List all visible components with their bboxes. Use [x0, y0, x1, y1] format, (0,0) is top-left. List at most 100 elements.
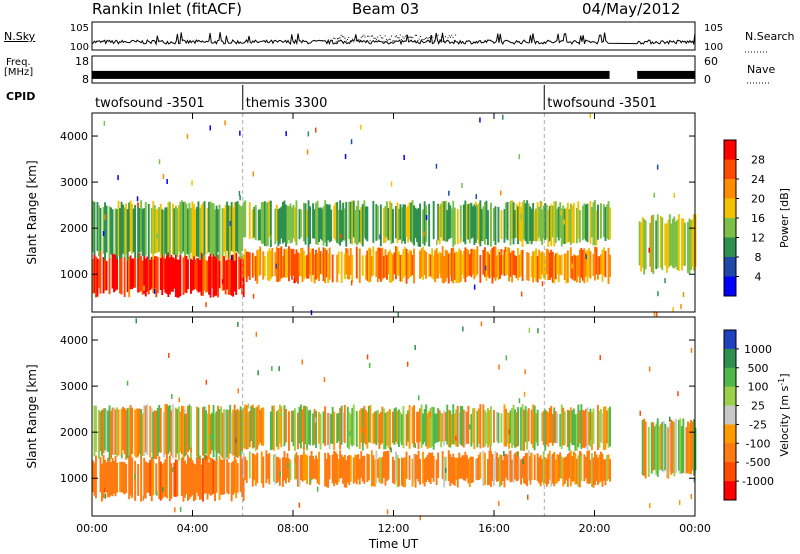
velocity-panel: 1000 2000 3000 4000 Slant Range [km] — [25, 316, 697, 521]
power-speckle — [205, 302, 207, 308]
power-echo-band-3 — [535, 208, 538, 242]
velocity-echo-band-1 — [205, 410, 208, 454]
power-echo-band-3 — [289, 203, 292, 244]
velocity-echo-band-1 — [108, 405, 111, 460]
velocity-colorbar-segment-2 — [724, 367, 736, 387]
velocity-echo-band-3 — [583, 410, 586, 449]
velocity-echo-band-1 — [171, 404, 174, 459]
velocity-echo-band-3 — [524, 406, 527, 443]
velocity-speckle — [205, 455, 207, 461]
power-echo-band-2 — [346, 248, 349, 280]
power-echo-band-3 — [336, 202, 339, 243]
power-colorbar-segment-0 — [724, 140, 736, 160]
velocity-echo-band-0 — [221, 459, 224, 495]
velocity-echo-band-1 — [113, 407, 116, 456]
power-echo-band-1 — [114, 208, 117, 255]
xtick-label-6: 00:00 — [679, 522, 711, 535]
xtick-label-5: 20:00 — [579, 522, 611, 535]
velocity-echo-band-0 — [190, 457, 192, 497]
velocity-speckle — [648, 366, 651, 372]
power-echo-band-3 — [560, 208, 563, 247]
velocity-echo-band-0 — [185, 463, 188, 494]
power-echo-band-0 — [218, 254, 221, 289]
velocity-echo-band-2 — [363, 455, 366, 484]
velocity-echo-band-3 — [581, 410, 584, 448]
power-echo-band-1 — [116, 209, 119, 259]
power-echo-band-4 — [674, 221, 677, 267]
power-echo-band-1 — [105, 205, 108, 253]
velocity-speckle — [480, 321, 483, 327]
velocity-echo-band-1 — [162, 412, 165, 458]
velocity-echo-band-2 — [298, 457, 301, 487]
velocity-echo-band-1 — [212, 405, 215, 458]
power-echo-band-3 — [330, 209, 333, 242]
power-echo-band-3 — [500, 210, 503, 240]
velocity-echo-band-2 — [493, 458, 495, 486]
date-title: 04/May/2012 — [582, 0, 681, 18]
power-echo-band-1 — [173, 208, 176, 255]
power-echo-band-1 — [167, 202, 170, 253]
power-echo-band-2 — [438, 251, 441, 275]
velocity-echo-band-1 — [159, 408, 162, 453]
power-echo-band-2 — [435, 248, 438, 279]
velocity-speckle — [406, 361, 409, 367]
nave-ytick-top: 60 — [704, 55, 718, 68]
power-echo-band-3 — [372, 200, 375, 243]
power-echo-band-2 — [307, 246, 310, 279]
velocity-echo-band-0 — [95, 455, 97, 499]
power-echo-band-2 — [381, 247, 384, 280]
power-echo-band-3 — [566, 202, 569, 243]
power-echo-band-3 — [473, 204, 476, 246]
power-speckle — [571, 263, 574, 269]
velocity-echo-band-3 — [278, 404, 281, 444]
power-echo-band-3 — [244, 200, 247, 238]
power-echo-band-0 — [102, 257, 105, 294]
power-echo-band-2 — [303, 251, 305, 280]
velocity-echo-band-4 — [661, 422, 664, 471]
velocity-echo-band-3 — [515, 412, 518, 448]
velocity-echo-band-3 — [355, 411, 358, 447]
power-echo-band-2 — [283, 248, 286, 278]
velocity-echo-band-2 — [544, 457, 547, 484]
velocity-echo-band-0 — [104, 459, 107, 492]
power-echo-band-0 — [233, 260, 236, 292]
velocity-echo-band-4 — [659, 423, 662, 470]
power-echo-band-2 — [452, 247, 455, 284]
velocity-echo-band-1 — [235, 410, 238, 457]
velocity-echo-band-0 — [202, 458, 204, 502]
velocity-echo-band-3 — [441, 413, 444, 442]
power-echo-band-2 — [509, 252, 512, 277]
velocity-echo-band-0 — [209, 457, 212, 496]
velocity-echo-band-1 — [140, 409, 143, 458]
velocity-echo-band-3 — [559, 414, 562, 447]
velocity-echo-band-3 — [292, 410, 295, 447]
power-echo-band-2 — [467, 250, 470, 276]
power-echo-band-3 — [577, 201, 580, 239]
power-echo-band-3 — [548, 206, 551, 242]
velocity-echo-band-3 — [569, 407, 572, 443]
velocity-echo-band-0 — [215, 459, 218, 493]
velocity-echo-band-3 — [277, 409, 280, 450]
velocity-echo-band-1 — [93, 405, 96, 457]
power-speckle — [648, 247, 650, 253]
power-echo-band-2 — [479, 255, 482, 283]
velocity-speckle — [362, 428, 364, 433]
velocity-echo-band-3 — [553, 407, 556, 443]
power-echo-band-3 — [285, 204, 287, 247]
power-speckle — [682, 292, 685, 298]
velocity-speckle — [524, 369, 526, 375]
power-echo-band-0 — [176, 259, 179, 298]
velocity-speckle — [419, 515, 421, 521]
velocity-echo-band-3 — [382, 408, 385, 450]
power-echo-band-2 — [547, 249, 550, 281]
power-echo-band-2 — [274, 252, 277, 276]
velocity-echo-band-2 — [606, 455, 609, 482]
velocity-echo-band-2 — [530, 452, 533, 480]
power-echo-band-2 — [598, 256, 601, 275]
velocity-echo-band-3 — [493, 410, 495, 443]
velocity-echo-band-2 — [339, 450, 342, 479]
velocity-echo-band-3 — [369, 404, 372, 443]
power-echo-band-3 — [468, 203, 471, 244]
velocity-speckle — [529, 479, 532, 485]
velocity-echo-band-3 — [242, 407, 245, 448]
